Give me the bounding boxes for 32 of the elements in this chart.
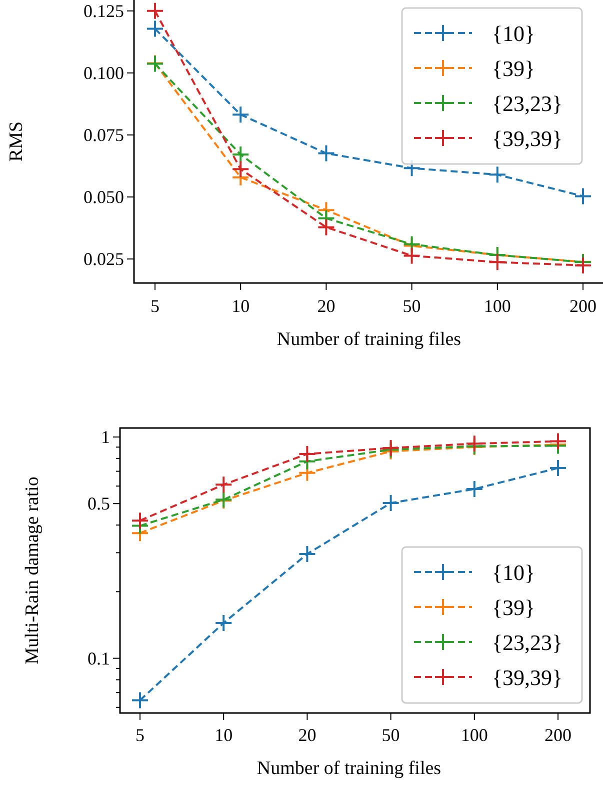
- x-tick-label: 20: [317, 296, 336, 316]
- legend-label: {23,23}: [492, 91, 563, 116]
- legend-label: {39,39}: [492, 126, 563, 151]
- y-tick-label: 0.075: [84, 124, 124, 145]
- x-tick-label: 10: [214, 725, 233, 745]
- y-tick-label: 0.025: [84, 248, 124, 269]
- x-tick-label: 200: [544, 725, 572, 745]
- x-tick-label: 5: [150, 296, 160, 316]
- x-tick-label: 100: [484, 296, 511, 316]
- y-tick-label: 0.125: [84, 0, 124, 21]
- y-axis-title: Multi-Rain damage ratio: [22, 476, 43, 664]
- y-tick-label: 0.5: [88, 494, 110, 514]
- y-axis-title: RMS: [6, 121, 27, 162]
- x-tick-label: 100: [460, 725, 488, 745]
- y-tick-label: 0.100: [84, 62, 124, 83]
- x-tick-label: 20: [298, 725, 316, 745]
- legend-label: {39,39}: [492, 665, 563, 690]
- legend-label: {23,23}: [492, 630, 563, 655]
- legend-label: {10}: [492, 21, 536, 46]
- x-tick-label: 50: [382, 725, 400, 745]
- x-tick-label: 50: [402, 296, 421, 316]
- legend-label: {39}: [492, 56, 536, 81]
- y-tick-label: 1: [101, 426, 110, 447]
- legend-label: {10}: [492, 560, 536, 585]
- x-axis-title: Number of training files: [256, 758, 442, 779]
- y-tick-label: 0.1: [88, 648, 110, 668]
- x-tick-label: 10: [232, 296, 250, 316]
- x-tick-label: 5: [136, 725, 144, 745]
- legend-label: {39}: [492, 595, 536, 620]
- y-tick-label: 0.050: [84, 186, 124, 207]
- x-tick-label: 200: [570, 296, 596, 316]
- x-axis-title: Number of training files: [276, 329, 462, 350]
